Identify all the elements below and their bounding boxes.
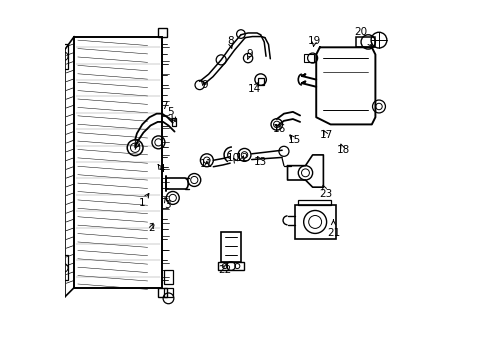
Text: 16: 16	[272, 124, 285, 134]
Text: 15: 15	[287, 135, 300, 145]
Text: 23: 23	[319, 185, 332, 199]
Text: 5: 5	[167, 107, 175, 122]
Text: 9: 9	[246, 49, 253, 59]
Text: 14: 14	[247, 82, 261, 94]
Text: 11: 11	[200, 159, 213, 169]
Text: 3: 3	[164, 197, 170, 210]
Bar	[60, 255, 67, 280]
Bar	[172, 118, 175, 126]
Text: 21: 21	[326, 220, 339, 238]
Bar	[60, 44, 67, 69]
Text: 12: 12	[236, 153, 249, 163]
Text: 13: 13	[253, 157, 267, 167]
Text: 1: 1	[139, 193, 148, 208]
Text: 19: 19	[307, 36, 321, 46]
Bar	[303, 54, 314, 62]
Bar	[163, 270, 172, 284]
Bar	[294, 205, 335, 239]
Bar	[217, 262, 244, 270]
Bar	[74, 37, 162, 288]
Text: 4: 4	[158, 164, 164, 174]
Text: 8: 8	[226, 36, 233, 49]
Bar	[258, 78, 264, 85]
Text: 6: 6	[133, 139, 140, 149]
Bar	[163, 288, 172, 297]
Bar	[298, 200, 330, 205]
Text: 17: 17	[319, 130, 332, 140]
Bar	[221, 232, 241, 262]
Text: 9: 9	[201, 80, 208, 90]
Bar	[355, 37, 375, 47]
Bar	[158, 288, 167, 297]
Text: 2: 2	[148, 223, 154, 233]
Text: 7: 7	[161, 102, 172, 120]
Text: 20: 20	[354, 27, 371, 46]
Text: 22: 22	[218, 262, 231, 275]
Bar	[158, 28, 167, 37]
Text: 18: 18	[336, 144, 349, 154]
Text: 10: 10	[227, 153, 240, 163]
